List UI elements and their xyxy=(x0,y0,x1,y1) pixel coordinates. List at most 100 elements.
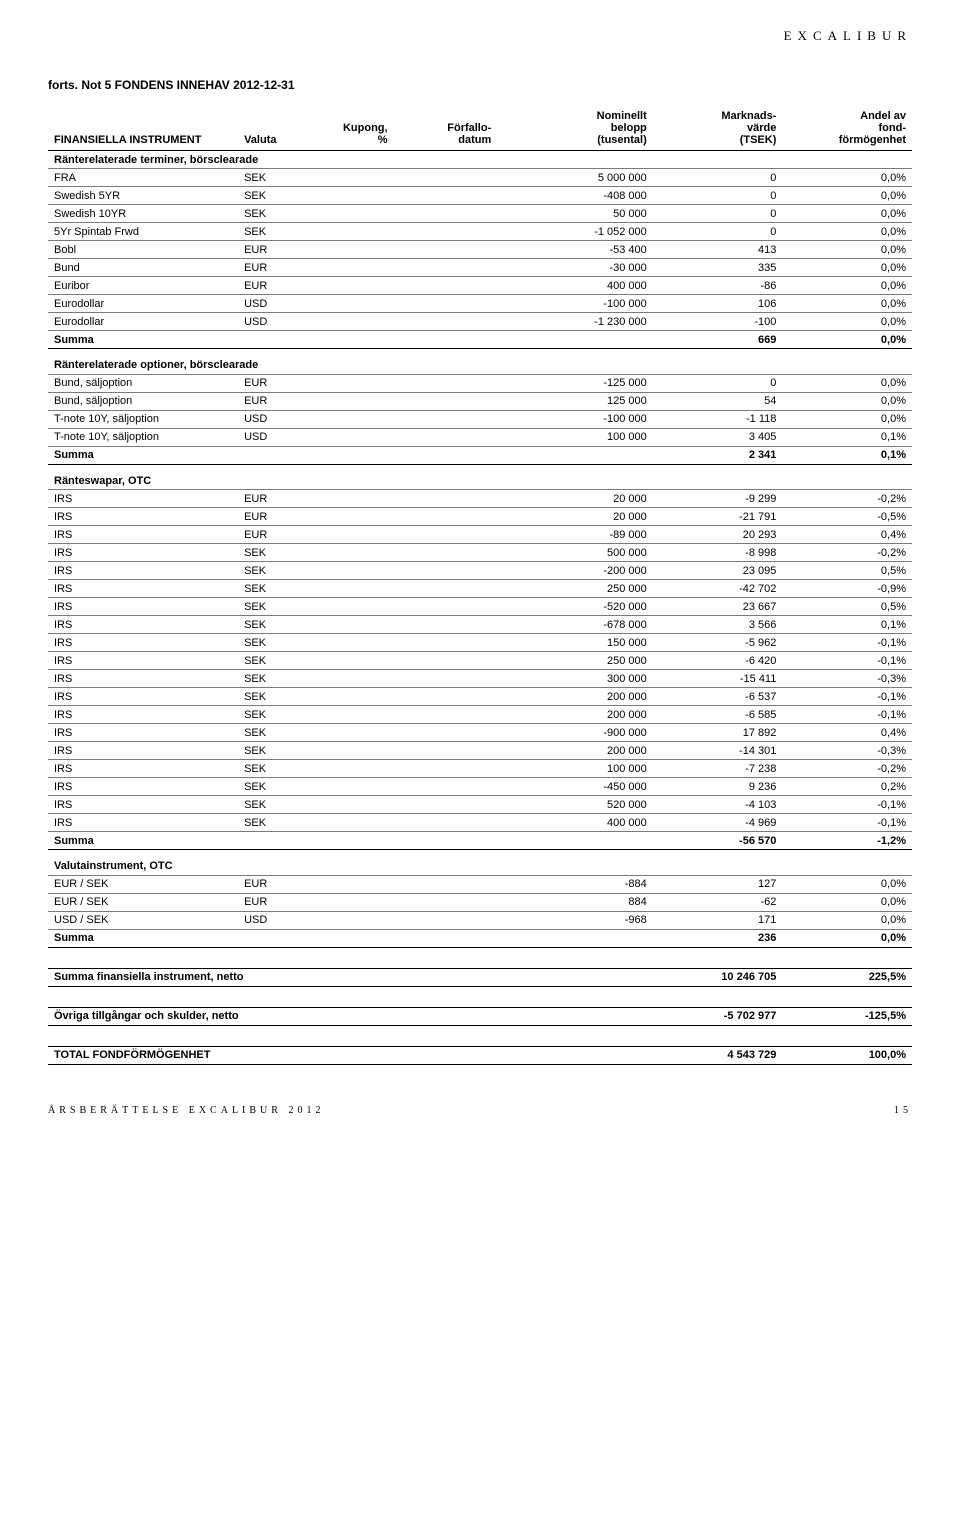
cell-instrument: Bund xyxy=(48,259,238,277)
subtotal-label: Summa xyxy=(48,832,653,850)
cell-andel: -0,1% xyxy=(782,634,912,652)
cell-instrument: IRS xyxy=(48,634,238,652)
cell-valuta: SEK xyxy=(238,205,307,223)
cell-belopp: -408 000 xyxy=(497,187,653,205)
cell-instrument: IRS xyxy=(48,652,238,670)
col-kupong: Kupong, % xyxy=(307,106,393,151)
cell-valuta: SEK xyxy=(238,187,307,205)
cell-belopp: 100 000 xyxy=(497,760,653,778)
cell-valuta: SEK xyxy=(238,652,307,670)
table-row: BundEUR-30 0003350,0% xyxy=(48,259,912,277)
table-row: IRSSEK-450 0009 2360,2% xyxy=(48,778,912,796)
total-tsek: 10 246 705 xyxy=(653,968,783,986)
cell-kupong xyxy=(307,169,393,187)
cell-andel: 0,4% xyxy=(782,526,912,544)
cell-belopp: 300 000 xyxy=(497,670,653,688)
cell-instrument: IRS xyxy=(48,742,238,760)
cell-instrument: IRS xyxy=(48,706,238,724)
cell-instrument: Swedish 5YR xyxy=(48,187,238,205)
footer-left: ÅRSBERÄTTELSE EXCALIBUR 2012 xyxy=(48,1105,324,1116)
cell-tsek: -8 998 xyxy=(653,544,783,562)
cell-instrument: IRS xyxy=(48,670,238,688)
cell-datum xyxy=(394,428,498,446)
cell-instrument: USD / SEK xyxy=(48,911,238,929)
cell-instrument: IRS xyxy=(48,562,238,580)
cell-valuta: SEK xyxy=(238,760,307,778)
cell-andel: -0,1% xyxy=(782,706,912,724)
cell-instrument: IRS xyxy=(48,490,238,508)
cell-tsek: 3 566 xyxy=(653,616,783,634)
cell-datum xyxy=(394,562,498,580)
cell-tsek: -62 xyxy=(653,893,783,911)
cell-tsek: -86 xyxy=(653,277,783,295)
cell-belopp: 250 000 xyxy=(497,580,653,598)
table-row: IRSSEK-900 00017 8920,4% xyxy=(48,724,912,742)
table-header-row: FINANSIELLA INSTRUMENT Valuta Kupong, % … xyxy=(48,106,912,151)
table-row: IRSEUR20 000-9 299-0,2% xyxy=(48,490,912,508)
cell-instrument: 5Yr Spintab Frwd xyxy=(48,223,238,241)
table-row: IRSEUR-89 00020 2930,4% xyxy=(48,526,912,544)
section-heading: Ränterelaterade optioner, börsclearade xyxy=(48,349,912,375)
cell-andel: 0,0% xyxy=(782,259,912,277)
cell-andel: 0,1% xyxy=(782,428,912,446)
brand-header: EXCALIBUR xyxy=(48,28,912,44)
cell-belopp: 5 000 000 xyxy=(497,169,653,187)
cell-valuta: SEK xyxy=(238,544,307,562)
subtotal-row: Summa-56 570-1,2% xyxy=(48,832,912,850)
cell-kupong xyxy=(307,205,393,223)
cell-datum xyxy=(394,742,498,760)
total-tsek: 4 543 729 xyxy=(653,1046,783,1064)
cell-valuta: EUR xyxy=(238,490,307,508)
total-row: TOTAL FONDFÖRMÖGENHET4 543 729100,0% xyxy=(48,1046,912,1064)
cell-andel: -0,5% xyxy=(782,508,912,526)
cell-tsek: -5 962 xyxy=(653,634,783,652)
table-row: IRSSEK200 000-14 301-0,3% xyxy=(48,742,912,760)
col-belopp: Nominellt belopp (tusental) xyxy=(497,106,653,151)
spacer-row xyxy=(48,947,912,968)
cell-instrument: FRA xyxy=(48,169,238,187)
cell-belopp: 125 000 xyxy=(497,392,653,410)
cell-kupong xyxy=(307,796,393,814)
cell-datum xyxy=(394,259,498,277)
cell-datum xyxy=(394,652,498,670)
cell-kupong xyxy=(307,875,393,893)
cell-kupong xyxy=(307,562,393,580)
cell-datum xyxy=(394,875,498,893)
cell-datum xyxy=(394,526,498,544)
cell-kupong xyxy=(307,760,393,778)
table-row: IRSSEK250 000-6 420-0,1% xyxy=(48,652,912,670)
col-datum: Förfallo- datum xyxy=(394,106,498,151)
cell-valuta: SEK xyxy=(238,778,307,796)
cell-valuta: SEK xyxy=(238,562,307,580)
cell-instrument: IRS xyxy=(48,724,238,742)
table-row: T-note 10Y, säljoptionUSD-100 000-1 1180… xyxy=(48,410,912,428)
section-heading-row: Valutainstrument, OTC xyxy=(48,850,912,876)
col-tsek: Marknads- värde (TSEK) xyxy=(653,106,783,151)
cell-valuta: SEK xyxy=(238,223,307,241)
cell-kupong xyxy=(307,652,393,670)
cell-tsek: 23 667 xyxy=(653,598,783,616)
cell-belopp: -520 000 xyxy=(497,598,653,616)
cell-valuta: EUR xyxy=(238,508,307,526)
cell-datum xyxy=(394,724,498,742)
cell-andel: 0,0% xyxy=(782,169,912,187)
cell-datum xyxy=(394,706,498,724)
cell-andel: -0,3% xyxy=(782,742,912,760)
cell-datum xyxy=(394,277,498,295)
cell-kupong xyxy=(307,295,393,313)
cell-tsek: 0 xyxy=(653,169,783,187)
cell-belopp: 200 000 xyxy=(497,706,653,724)
cell-instrument: Swedish 10YR xyxy=(48,205,238,223)
cell-tsek: 171 xyxy=(653,911,783,929)
cell-belopp: -125 000 xyxy=(497,374,653,392)
cell-instrument: IRS xyxy=(48,598,238,616)
cell-datum xyxy=(394,598,498,616)
table-row: EuriborEUR400 000-860,0% xyxy=(48,277,912,295)
cell-belopp: -884 xyxy=(497,875,653,893)
section-heading-row: Ränterelaterade terminer, börsclearade xyxy=(48,151,912,169)
cell-andel: -0,1% xyxy=(782,814,912,832)
subtotal-label: Summa xyxy=(48,446,653,464)
cell-instrument: T-note 10Y, säljoption xyxy=(48,410,238,428)
cell-tsek: 23 095 xyxy=(653,562,783,580)
cell-andel: 0,5% xyxy=(782,598,912,616)
